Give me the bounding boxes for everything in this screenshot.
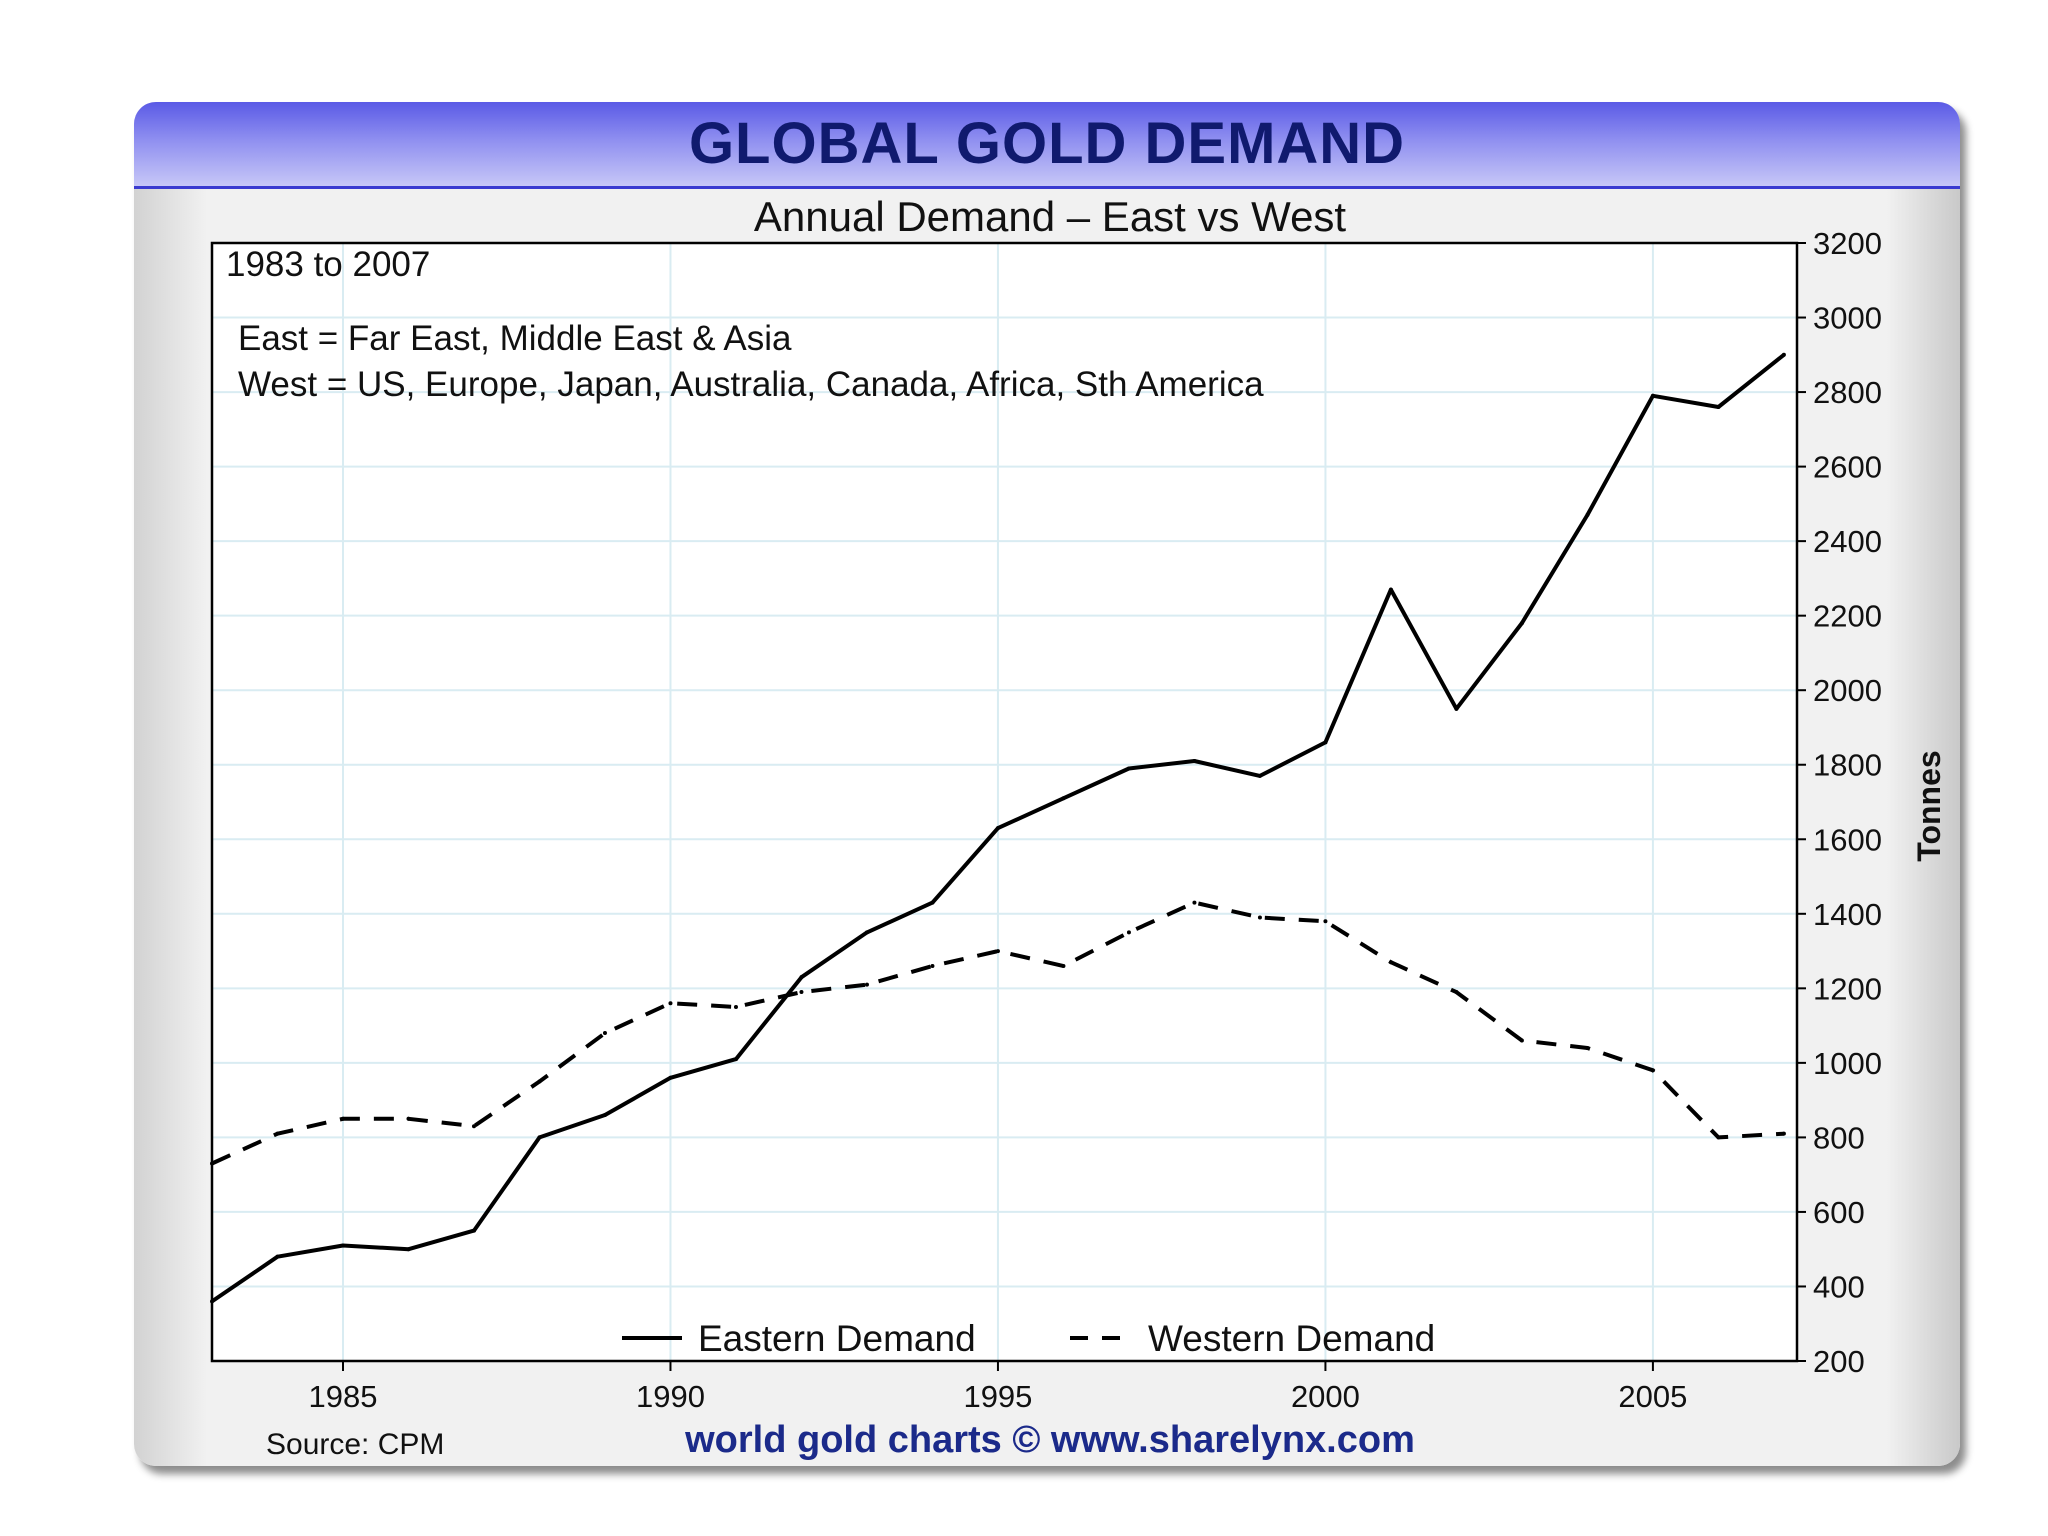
data-point <box>602 1031 607 1036</box>
plot-area <box>212 243 1797 1361</box>
x-tick-label: 2000 <box>1291 1379 1360 1414</box>
data-point <box>1454 706 1459 711</box>
data-point <box>1519 1038 1524 1043</box>
y-tick-label: 2200 <box>1813 599 1882 634</box>
legend-western-label: Western Demand <box>1148 1318 1435 1359</box>
data-point <box>864 930 869 935</box>
source-label: Source: CPM <box>266 1428 444 1461</box>
y-tick-label: 1200 <box>1813 971 1882 1006</box>
series-layer <box>210 352 1786 1304</box>
data-point <box>1192 759 1197 764</box>
chart-title: GLOBAL GOLD DEMAND <box>688 111 1406 176</box>
y-tick-label: 1400 <box>1813 897 1882 932</box>
data-point <box>1126 766 1131 771</box>
x-tick-label: 1985 <box>309 1379 378 1414</box>
y-tick-label: 2800 <box>1813 375 1882 410</box>
data-point <box>995 949 1000 954</box>
data-point <box>1388 960 1393 965</box>
y-tick-label: 3200 <box>1813 226 1882 261</box>
data-point <box>1454 990 1459 995</box>
data-point <box>537 1135 542 1140</box>
data-point <box>1781 1131 1786 1136</box>
data-point <box>406 1116 411 1121</box>
data-point <box>864 982 869 987</box>
data-point <box>602 1113 607 1118</box>
data-point <box>1716 404 1721 409</box>
y-tick-label: 1000 <box>1813 1046 1882 1081</box>
west-definition-note: West = US, Europe, Japan, Australia, Can… <box>238 365 1264 404</box>
data-point <box>733 1004 738 1009</box>
data-point <box>930 900 935 905</box>
y-tick-label: 1600 <box>1813 822 1882 857</box>
y-tick-label: 600 <box>1813 1195 1865 1230</box>
legend-eastern-label: Eastern Demand <box>698 1318 976 1359</box>
data-point <box>1257 915 1262 920</box>
y-tick-label: 400 <box>1813 1269 1865 1304</box>
data-point <box>340 1243 345 1248</box>
legend: Eastern Demand Western Demand <box>622 1318 1435 1359</box>
chart-subtitle: Annual Demand – East vs West <box>754 193 1347 240</box>
data-point <box>668 1001 673 1006</box>
data-point <box>1716 1135 1721 1140</box>
y-axis-label: Tonnes <box>1911 750 1947 861</box>
y-tick-label: 3000 <box>1813 301 1882 336</box>
y-tick-label: 200 <box>1813 1344 1865 1379</box>
data-point <box>1585 1045 1590 1050</box>
y-tick-label: 2000 <box>1813 673 1882 708</box>
data-point <box>275 1131 280 1136</box>
data-point <box>1061 963 1066 968</box>
x-tick-label: 1990 <box>636 1379 705 1414</box>
data-point <box>930 963 935 968</box>
data-point <box>537 1079 542 1084</box>
y-tick-label: 1800 <box>1813 748 1882 783</box>
grid-lines <box>212 243 1797 1361</box>
y-tick-label: 2600 <box>1813 450 1882 485</box>
data-point <box>1061 796 1066 801</box>
data-point <box>1519 621 1524 626</box>
data-point <box>1192 900 1197 905</box>
data-point <box>340 1116 345 1121</box>
data-point <box>1257 773 1262 778</box>
data-point <box>1650 1068 1655 1073</box>
data-point <box>1781 352 1786 357</box>
title-bar: GLOBAL GOLD DEMAND <box>134 102 1960 189</box>
data-point <box>1323 740 1328 745</box>
data-point <box>1126 930 1131 935</box>
data-point <box>275 1254 280 1259</box>
data-point <box>668 1075 673 1080</box>
data-point <box>471 1124 476 1129</box>
date-range-note: 1983 to 2007 <box>226 245 430 284</box>
data-point <box>1323 919 1328 924</box>
axes: 200 400 600 800 1000 1200 1400 1600 1800 2000 2200… <box>309 226 1882 1414</box>
y-tick-label: 2400 <box>1813 524 1882 559</box>
data-point <box>799 975 804 980</box>
east-definition-note: East = Far East, Middle East & Asia <box>238 319 792 358</box>
x-tick-label: 1995 <box>963 1379 1032 1414</box>
data-point <box>733 1057 738 1062</box>
data-point <box>1650 393 1655 398</box>
data-point <box>471 1228 476 1233</box>
y-tick-label: 800 <box>1813 1120 1865 1155</box>
data-point <box>406 1247 411 1252</box>
x-tick-label: 2005 <box>1618 1379 1687 1414</box>
data-point <box>799 990 804 995</box>
plot-border <box>210 241 1799 1363</box>
data-point <box>1585 513 1590 518</box>
credit-label: world gold charts © www.sharelynx.com <box>684 1419 1415 1461</box>
data-point <box>1388 587 1393 592</box>
data-point <box>995 826 1000 831</box>
